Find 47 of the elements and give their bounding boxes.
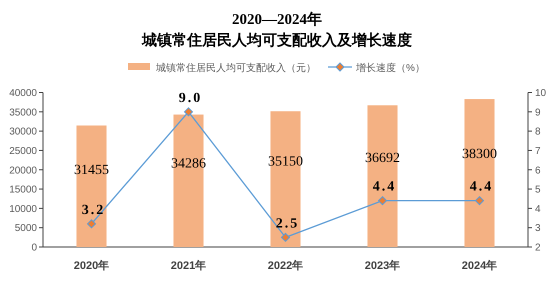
x-tick-label: 2020年 — [74, 259, 110, 272]
y2-tick-label: 6 — [535, 165, 541, 176]
y-tick-label: 25000 — [9, 146, 38, 157]
bar — [367, 105, 398, 247]
point — [281, 232, 290, 242]
data-label: 38300 — [462, 147, 497, 162]
y2-tick-label: 3 — [535, 223, 541, 234]
y-tick-label: 5000 — [14, 223, 38, 234]
point — [184, 107, 193, 116]
data-label: 31455 — [74, 163, 109, 178]
y2-tick-label: 7 — [535, 146, 541, 157]
y2-tick-label: 8 — [535, 126, 541, 138]
y-tick-label: 35000 — [9, 107, 38, 118]
bar — [173, 114, 204, 247]
y-tick-label: 0 — [31, 242, 38, 254]
y-tick-label: 10000 — [9, 204, 38, 215]
bar — [76, 126, 107, 247]
chart-title: 2020—2024年 — [232, 11, 322, 28]
legend-label: 城镇常住居民人均可支配收入（元） — [155, 62, 316, 74]
x-tick-label: 2021年 — [170, 259, 206, 272]
y-tick-label: 40000 — [9, 88, 38, 99]
data-label: 9.0 — [178, 90, 202, 106]
y-tick-label: 15000 — [9, 184, 38, 196]
y2-tick-label: 9 — [535, 107, 541, 118]
data-label: 4.4 — [372, 180, 396, 195]
y2-tick-label: 5 — [535, 184, 541, 196]
data-label: 4.4 — [470, 180, 494, 195]
point — [87, 219, 96, 228]
x-tick-label: 2023年 — [364, 259, 400, 272]
y2-tick-label: 10 — [535, 88, 547, 99]
x-tick-label: 2022年 — [268, 259, 304, 272]
data-label: 3.2 — [82, 202, 106, 218]
y-tick-label: 20000 — [9, 165, 38, 176]
legend-label: 增长速度（%） — [355, 62, 425, 74]
chart-subtitle: 城镇常住居民人均可支配收入及增长速度 — [141, 31, 412, 49]
y-tick-label: 30000 — [9, 126, 38, 138]
data-label: 2.5 — [276, 216, 300, 232]
y2-tick-label: 4 — [535, 204, 541, 215]
data-label: 34286 — [171, 156, 206, 172]
data-label: 36692 — [365, 150, 400, 166]
point — [475, 196, 484, 206]
x-tick-label: 2024年 — [462, 259, 498, 272]
data-label: 35150 — [268, 154, 303, 170]
bar — [270, 111, 301, 247]
point — [378, 196, 387, 206]
y2-tick-label: 2 — [535, 242, 541, 254]
bar — [464, 99, 495, 247]
